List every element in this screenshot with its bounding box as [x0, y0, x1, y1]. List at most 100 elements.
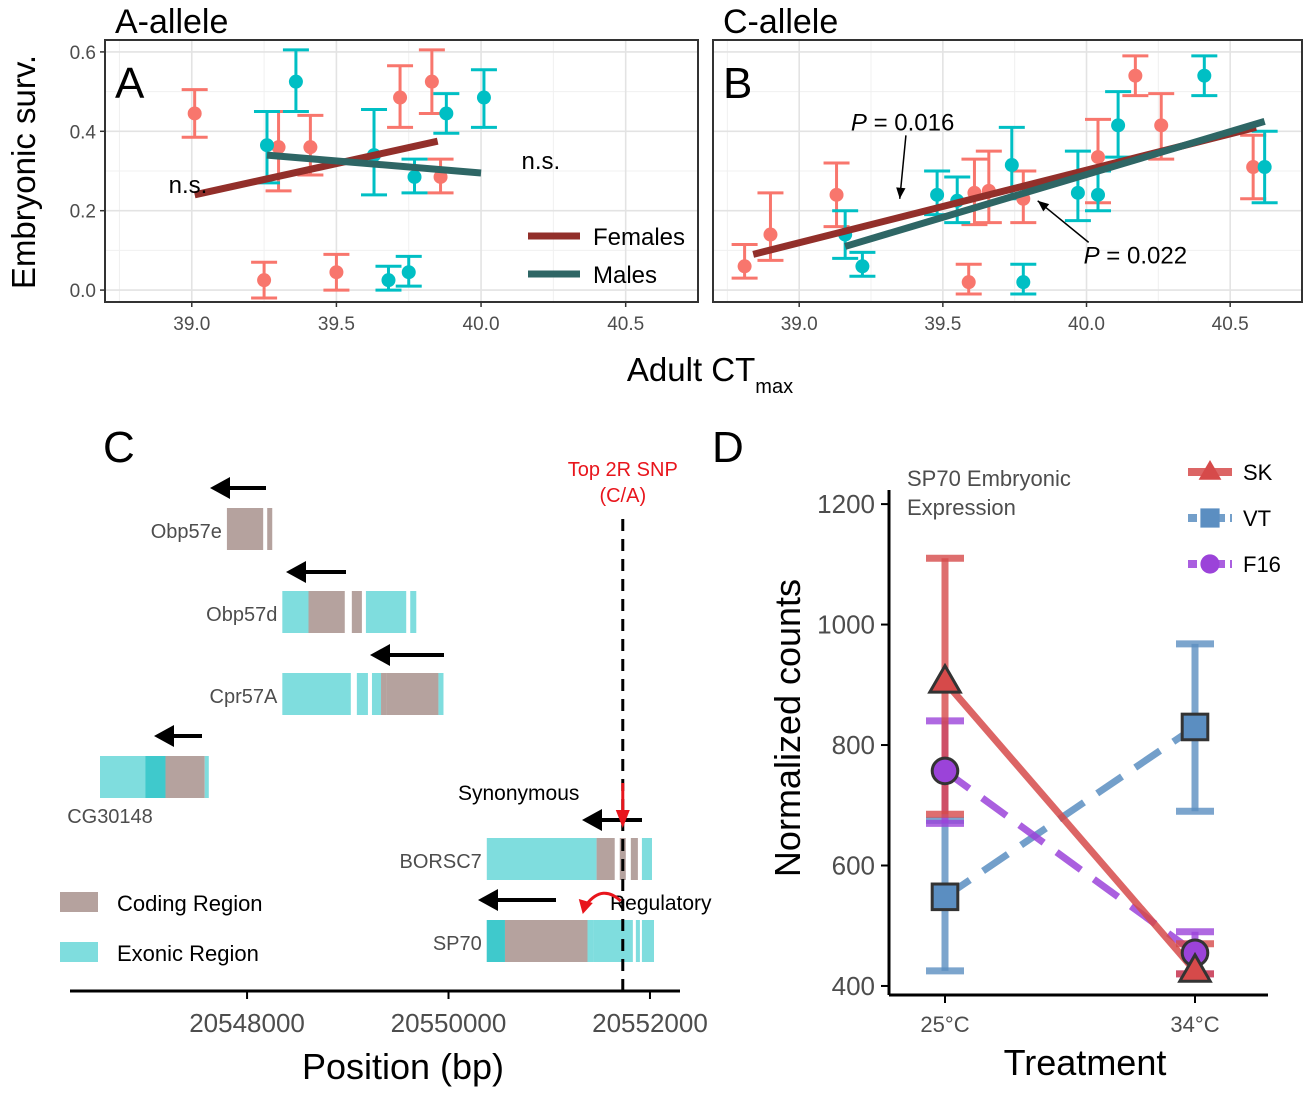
- x-axis-title: Treatment: [1004, 1042, 1167, 1083]
- data-point: [257, 273, 272, 288]
- x-tick-label: 20550000: [391, 1008, 507, 1038]
- y-tick-label: 0.4: [70, 122, 97, 143]
- gene-segment-exonic: [410, 591, 417, 633]
- y-tick-label: 400: [832, 971, 875, 1001]
- data-point: [401, 265, 416, 280]
- x-tick-label: 20552000: [592, 1008, 708, 1038]
- data-point: [1070, 185, 1085, 200]
- series-line-vt: [943, 724, 1197, 900]
- data-point: [476, 90, 491, 105]
- data-point: [187, 106, 202, 121]
- gene-segment-exonic: [587, 920, 594, 962]
- gene-segment-coding: [267, 508, 273, 550]
- gene-segment-exonic: [282, 673, 351, 715]
- legend-label-females: Females: [593, 224, 685, 251]
- annotation-arrow-head: [896, 187, 906, 199]
- gene-label-cg30148: CG30148: [67, 806, 153, 828]
- legend-marker-sk: [1198, 460, 1222, 480]
- x-tick-label: 34°C: [1170, 1012, 1219, 1037]
- strand-arrow-head: [286, 561, 306, 583]
- gene-label-cpr57a: Cpr57A: [210, 686, 278, 708]
- data-point: [288, 74, 303, 89]
- plot-area: [181, 48, 497, 300]
- panel-letter: C: [103, 423, 135, 472]
- data-marker-sk: [1177, 951, 1213, 983]
- regulatory-label: Regulatory: [610, 892, 712, 915]
- gene-segment-exonic: [371, 673, 382, 715]
- gene-segment-exonic: [641, 838, 652, 880]
- data-point: [393, 90, 408, 105]
- strand-arrow-head: [154, 725, 174, 747]
- x-tick-label: 40.0: [463, 314, 500, 335]
- strand-arrow-head: [370, 644, 390, 666]
- data-marker-f16: [930, 756, 960, 786]
- snp-label-line1: Top 2R SNP: [568, 459, 678, 481]
- legend-label-sk: SK: [1243, 460, 1273, 485]
- x-axis-title-main: Adult CT: [627, 351, 755, 388]
- data-point: [1091, 150, 1106, 165]
- inset-title-line2: Expression: [907, 495, 1016, 520]
- legend-swatch-exonic: [60, 942, 98, 962]
- data-marker-vt: [930, 882, 960, 912]
- legend-label-vt: VT: [1243, 506, 1271, 531]
- x-tick-label: 39.5: [318, 314, 355, 335]
- data-point: [303, 140, 318, 155]
- data-point: [737, 259, 752, 274]
- p-value-label: P = 0.016: [851, 109, 954, 136]
- gene-segment-exonic: [635, 920, 640, 962]
- gene-segment-coding: [226, 508, 264, 550]
- x-axis-title: Position (bp): [302, 1046, 504, 1087]
- panel-title: A-allele: [115, 3, 228, 41]
- data-point: [433, 169, 448, 184]
- p-value-label: P = 0.022: [1084, 242, 1187, 269]
- panel-d: D SP70 Embryonic Expression 400 600 800 1000 12…: [712, 423, 1281, 1083]
- legend-label-coding: Coding Region: [117, 891, 263, 916]
- y-tick-label: 600: [832, 850, 875, 880]
- panel-a: n.s. n.s. 39.0 39.5 40.0 40.5 0.0 0.2 0.4 0.6 A-al…: [70, 3, 699, 335]
- data-point: [855, 259, 870, 274]
- data-point: [1091, 187, 1106, 202]
- gene-segment-coding: [165, 756, 205, 798]
- data-point: [1154, 118, 1169, 133]
- y-tick-label: 0.2: [70, 202, 96, 223]
- data-point: [381, 273, 396, 288]
- snp-label-line2: (C/A): [599, 485, 646, 507]
- strand-arrow-head: [210, 477, 230, 499]
- legend-label-f16: F16: [1243, 552, 1281, 577]
- regulatory-arrow-head: [578, 899, 593, 914]
- p-value-text: = 0.016: [867, 109, 954, 136]
- data-point: [1004, 158, 1019, 173]
- gene-segment-coding: [381, 673, 387, 715]
- data-point: [259, 138, 274, 153]
- synonymous-label: Synonymous: [458, 782, 579, 805]
- gene-segment-exonic: [641, 920, 654, 962]
- synonymous-arrow-head: [615, 810, 630, 828]
- data-marker-vt: [1180, 712, 1210, 742]
- strand-arrow-head: [582, 809, 602, 831]
- x-axis-title-sub: max: [755, 376, 793, 398]
- panel-title: C-allele: [723, 3, 838, 41]
- gene-segment-coding: [504, 920, 588, 962]
- legend-marker-f16: [1200, 554, 1220, 574]
- data-point: [1016, 275, 1031, 290]
- fit-line-males: [844, 118, 1266, 250]
- y-tick-label: 0.6: [70, 43, 96, 64]
- gene-segment-coding: [630, 838, 638, 880]
- x-tick-label: 20548000: [189, 1008, 305, 1038]
- gene-segment-coding: [386, 673, 439, 715]
- plot-border: [712, 39, 1303, 303]
- data-point: [1128, 68, 1143, 83]
- x-axis-title-ab: Adult CTmax: [627, 351, 793, 398]
- legend-label-males: Males: [593, 262, 657, 289]
- y-tick-label: 1200: [817, 489, 875, 519]
- data-point: [1111, 118, 1126, 133]
- plot-border: [104, 39, 699, 303]
- static-labels: Embryonic surv. Adult CTmax: [5, 55, 793, 398]
- gene-segment-coding: [308, 591, 345, 633]
- gene-segment-exonic: [204, 756, 209, 798]
- gene-segment-coding: [351, 591, 362, 633]
- p-value-letter: P: [1084, 242, 1100, 269]
- panel-letter: A: [115, 59, 145, 108]
- data-point: [1246, 160, 1261, 175]
